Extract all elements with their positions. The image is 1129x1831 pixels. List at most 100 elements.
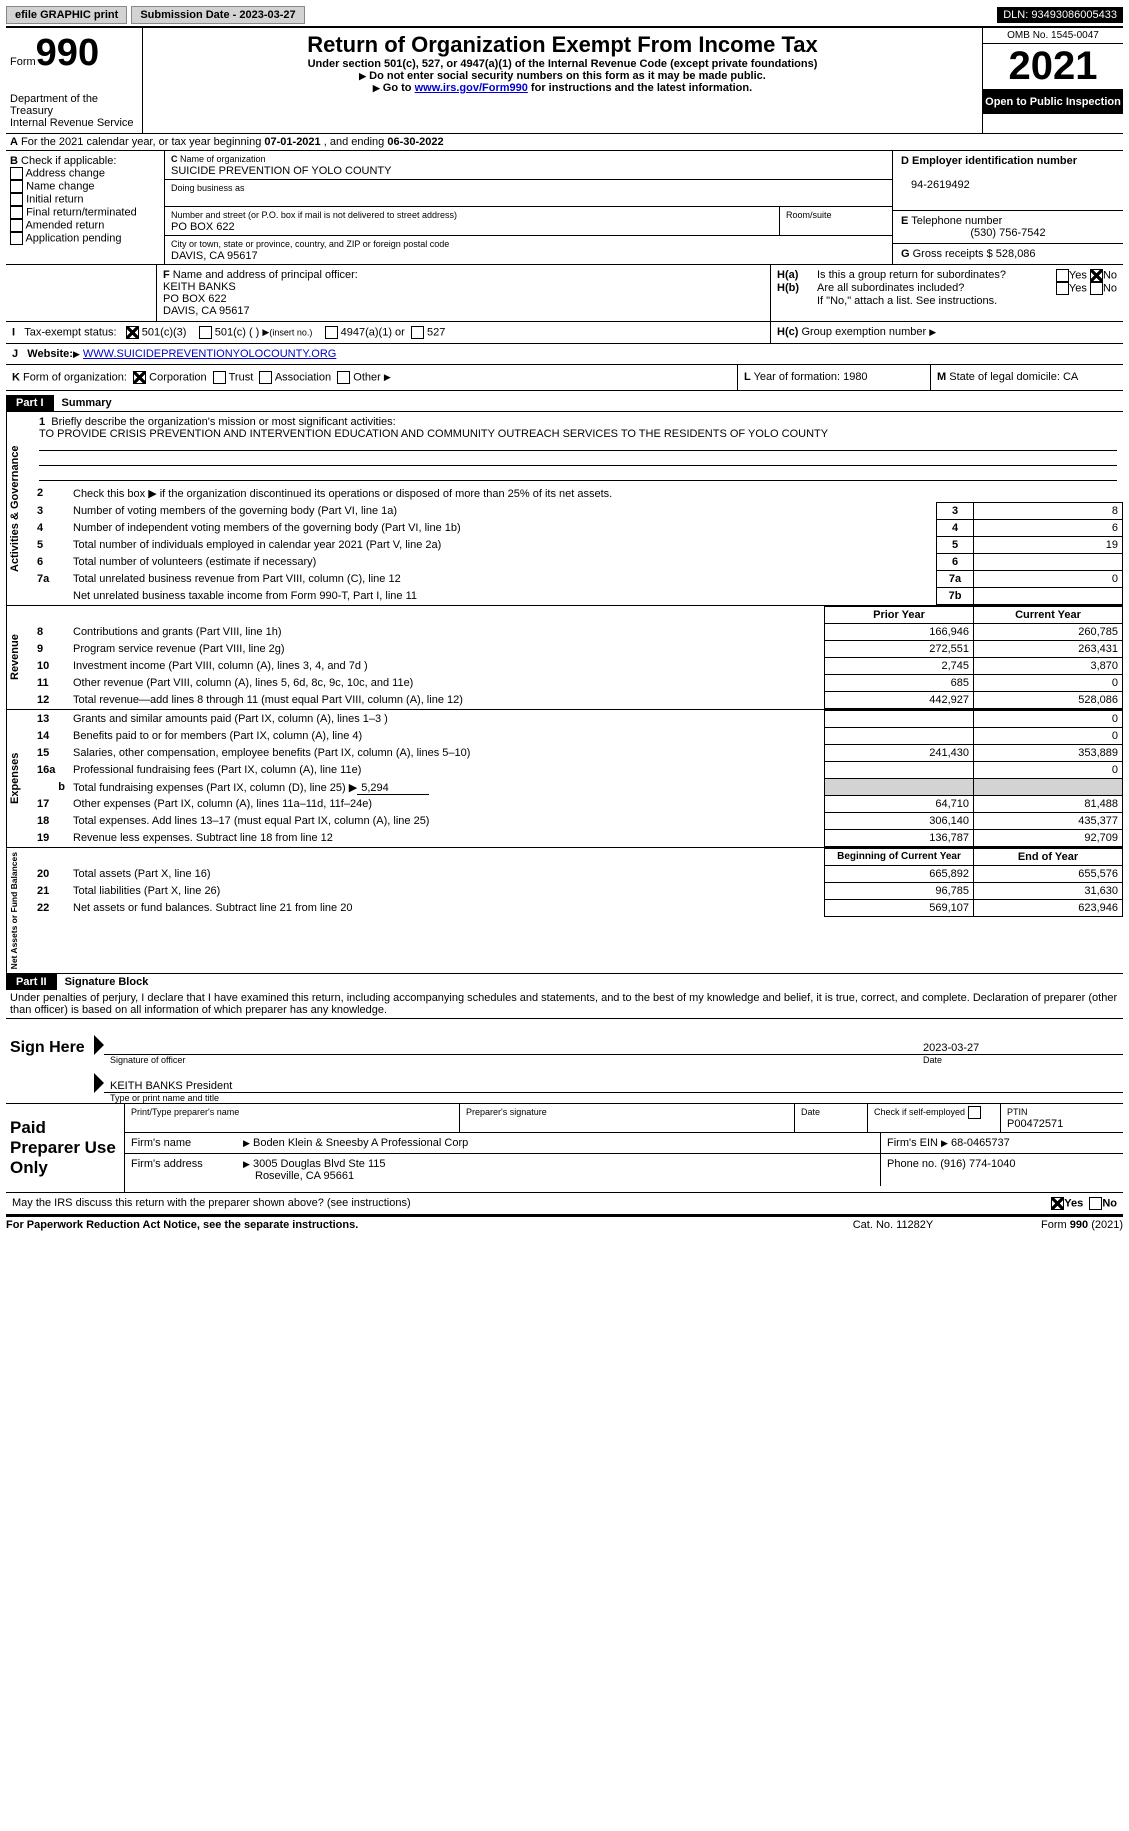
org-address: PO BOX 622 [171, 221, 235, 233]
domicile: CA [1063, 371, 1078, 383]
dba-label: Doing business as [171, 183, 245, 193]
cb-hb-no[interactable] [1090, 282, 1103, 295]
l6-label: Total number of volunteers (estimate if … [69, 554, 937, 571]
submission-date: Submission Date - 2023-03-27 [131, 6, 304, 24]
col-curr: Current Year [974, 607, 1123, 624]
gross-label: Gross receipts $ [913, 248, 993, 260]
website-link[interactable]: WWW.SUICIDEPREVENTIONYOLOCOUNTY.ORG [83, 348, 336, 360]
l8-curr: 260,785 [974, 624, 1123, 641]
cb-initial-return[interactable] [10, 193, 23, 206]
cb-corp[interactable] [133, 371, 146, 384]
ptin-label: PTIN [1007, 1107, 1028, 1117]
cb-amended[interactable] [10, 219, 23, 232]
form990-link[interactable]: www.irs.gov/Form990 [415, 82, 528, 94]
l16b-value: 5,294 [357, 782, 429, 795]
sign-here-section: Sign Here 2023-03-27 Signature of office… [6, 1018, 1123, 1104]
l4-label: Number of independent voting members of … [69, 520, 937, 537]
l7a-value: 0 [974, 571, 1123, 588]
prep-sig-label: Preparer's signature [466, 1107, 547, 1117]
top-toolbar: efile GRAPHIC print Submission Date - 20… [6, 6, 1123, 24]
sign-here-label: Sign Here [6, 1019, 94, 1103]
cb-other[interactable] [337, 371, 350, 384]
efile-button[interactable]: efile GRAPHIC print [6, 6, 127, 24]
section-fh: F Name and address of principal officer:… [6, 265, 1123, 322]
l21-label: Total liabilities (Part X, line 26) [69, 883, 825, 900]
cb-discuss-yes[interactable] [1051, 1197, 1064, 1210]
form-word: Form [10, 56, 36, 68]
netassets-section: Net Assets or Fund Balances Beginning of… [6, 847, 1123, 974]
cb-final-return[interactable] [10, 206, 23, 219]
domicile-label: State of legal domicile: [949, 371, 1060, 383]
form-title: Return of Organization Exempt From Incom… [151, 32, 974, 58]
firm-ein-label: Firm's EIN [887, 1137, 938, 1149]
cb-self-employed[interactable] [968, 1106, 981, 1119]
revenue-section: Revenue Prior Year Current Year 8Contrib… [6, 605, 1123, 709]
cb-hb-yes[interactable] [1056, 282, 1069, 295]
l6-value [974, 554, 1123, 571]
firm-phone-label: Phone no. [887, 1158, 937, 1170]
year-formation: 1980 [843, 371, 867, 383]
cb-trust[interactable] [213, 371, 226, 384]
hb-note: If "No," attach a list. See instructions… [777, 295, 1117, 307]
sig-officer-label: Signature of officer [104, 1055, 923, 1065]
l10-label: Investment income (Part VIII, column (A)… [69, 658, 825, 675]
firm-addr-label: Firm's address [125, 1154, 237, 1186]
type-name-label: Type or print name and title [104, 1093, 1123, 1103]
ein-label: Employer identification number [912, 155, 1077, 167]
city-label: City or town, state or province, country… [171, 239, 449, 249]
cb-4947[interactable] [325, 326, 338, 339]
l11-label: Other revenue (Part VIII, column (A), li… [69, 675, 825, 692]
addr-label: Number and street (or P.O. box if mail i… [171, 210, 457, 220]
officer-addr1: PO BOX 622 [163, 293, 227, 305]
side-revenue: Revenue [6, 606, 33, 709]
omb-label: OMB No. 1545-0047 [983, 28, 1123, 44]
cb-name-change[interactable] [10, 180, 23, 193]
l8-prior: 166,946 [825, 624, 974, 641]
l8-label: Contributions and grants (Part VIII, lin… [69, 624, 825, 641]
cb-527[interactable] [411, 326, 424, 339]
declaration-text: Under penalties of perjury, I declare th… [6, 990, 1123, 1018]
firm-name: Boden Klein & Sneesby A Professional Cor… [253, 1137, 468, 1149]
prep-name-label: Print/Type preparer's name [131, 1107, 239, 1117]
may-irs-label: May the IRS discuss this return with the… [12, 1197, 1051, 1210]
l7a-label: Total unrelated business revenue from Pa… [69, 571, 937, 588]
l5-value: 19 [974, 537, 1123, 554]
cb-501c[interactable] [199, 326, 212, 339]
open-public: Open to Public Inspection [983, 90, 1123, 114]
tax-status-label: Tax-exempt status: [24, 326, 116, 338]
l16a-label: Professional fundraising fees (Part IX, … [69, 762, 825, 779]
cb-assoc[interactable] [259, 371, 272, 384]
paid-preparer-section: Paid Preparer Use Only Print/Type prepar… [6, 1104, 1123, 1193]
line-j: J Website: WWW.SUICIDEPREVENTIONYOLOCOUN… [6, 344, 1123, 365]
l19-label: Revenue less expenses. Subtract line 18 … [69, 830, 825, 847]
form-subtitle: Under section 501(c), 527, or 4947(a)(1)… [151, 58, 974, 70]
prep-date-label: Date [801, 1107, 820, 1117]
paid-preparer-label: Paid Preparer Use Only [6, 1104, 125, 1192]
cb-ha-no[interactable] [1090, 269, 1103, 282]
phone-label: Telephone number [911, 215, 1002, 227]
sig-date: 2023-03-27 [923, 1042, 1123, 1055]
side-activities: Activities & Governance [6, 412, 33, 605]
l7b-value [974, 588, 1123, 605]
boxB-label: Check if applicable: [21, 155, 116, 167]
cb-ha-yes[interactable] [1056, 269, 1069, 282]
cb-501c3[interactable] [126, 326, 139, 339]
firm-name-label: Firm's name [125, 1133, 237, 1153]
cb-discuss-no[interactable] [1089, 1197, 1102, 1210]
firm-ein: 68-0465737 [951, 1137, 1010, 1149]
l12-label: Total revenue—add lines 8 through 11 (mu… [69, 692, 825, 709]
tax-year: 2021 [983, 44, 1123, 90]
cb-application[interactable] [10, 232, 23, 245]
line-a: A For the 2021 calendar year, or tax yea… [6, 134, 1123, 151]
officer-typed-name: KEITH BANKS President [104, 1080, 1123, 1093]
ein-value: 94-2619492 [901, 179, 970, 191]
officer-label: Name and address of principal officer: [173, 269, 358, 281]
hb-label: Are all subordinates included? [817, 282, 1056, 295]
firm-phone: (916) 774-1040 [940, 1158, 1015, 1170]
expenses-section: Expenses 13Grants and similar amounts pa… [6, 709, 1123, 847]
part2-header: Part IISignature Block [6, 974, 1123, 990]
col-prior: Prior Year [825, 607, 974, 624]
org-name: SUICIDE PREVENTION OF YOLO COUNTY [171, 165, 391, 177]
l9-label: Program service revenue (Part VIII, line… [69, 641, 825, 658]
cb-address-change[interactable] [10, 167, 23, 180]
